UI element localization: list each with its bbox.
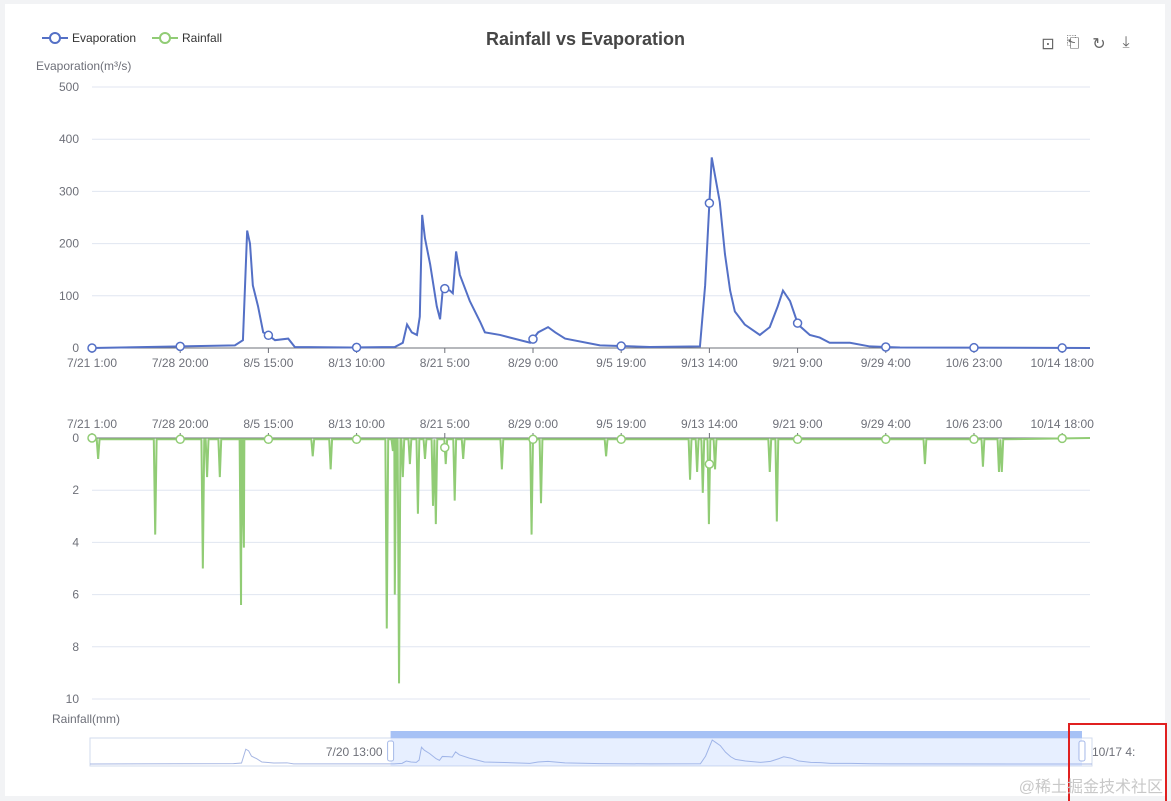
x-tick-label: 8/29 0:00 bbox=[508, 417, 558, 431]
x-tick-label: 9/21 9:00 bbox=[773, 417, 823, 431]
rainfall-point[interactable] bbox=[792, 434, 803, 445]
x-tick-label: 9/29 4:00 bbox=[861, 417, 911, 431]
x-tick-label: 10/6 23:00 bbox=[946, 356, 1003, 370]
x-tick-label: 8/13 10:00 bbox=[328, 356, 385, 370]
x-tick-label: 8/29 0:00 bbox=[508, 356, 558, 370]
restore-icon[interactable]: ↻ bbox=[1092, 36, 1106, 53]
evaporation-point[interactable] bbox=[792, 318, 803, 328]
y-tick-label: 6 bbox=[72, 588, 79, 602]
x-tick-label: 7/28 20:00 bbox=[152, 356, 209, 370]
evaporation-point[interactable] bbox=[616, 341, 626, 351]
x-tick-label: 10/6 23:00 bbox=[946, 417, 1003, 431]
x-tick-label: 8/5 15:00 bbox=[243, 417, 293, 431]
x-tick-label: 9/5 19:00 bbox=[596, 356, 646, 370]
datazoom-end-handle[interactable] bbox=[1078, 740, 1086, 762]
y-tick-label: 200 bbox=[59, 237, 79, 251]
rainfall-point[interactable] bbox=[1057, 433, 1067, 444]
x-tick-label: 8/13 10:00 bbox=[328, 417, 385, 431]
rainfall-point[interactable] bbox=[528, 434, 538, 445]
evaporation-point[interactable] bbox=[87, 343, 97, 353]
x-tick-label: 7/21 1:00 bbox=[67, 356, 117, 370]
legend-line-icon bbox=[42, 32, 68, 44]
x-tick-label: 9/13 14:00 bbox=[681, 417, 738, 431]
y-tick-label: 4 bbox=[72, 535, 79, 549]
rainfall-point[interactable] bbox=[351, 434, 362, 445]
legend-evaporation[interactable]: Evaporation bbox=[42, 31, 136, 45]
y-axis-title: Rainfall(mm) bbox=[52, 712, 120, 726]
x-tick-label: 8/21 5:00 bbox=[420, 356, 470, 370]
x-tick-label: 10/14 18:00 bbox=[1030, 417, 1094, 431]
legend-line-icon bbox=[152, 32, 178, 44]
save-image-icon[interactable]: ⤓ bbox=[1122, 34, 1130, 51]
datazoom-end-label: 10/17 4: bbox=[1092, 745, 1135, 759]
rainfall-point[interactable] bbox=[704, 459, 715, 469]
datazoom-start-handle[interactable] bbox=[387, 740, 395, 762]
rainfall-point[interactable] bbox=[175, 434, 185, 445]
rainfall-point[interactable] bbox=[881, 434, 891, 445]
x-tick-label: 8/5 15:00 bbox=[243, 356, 293, 370]
evaporation-point[interactable] bbox=[704, 198, 715, 208]
x-tick-label: 7/21 1:00 bbox=[67, 417, 117, 431]
y-axis-title: Evaporation(m³/s) bbox=[36, 59, 131, 73]
y-tick-label: 100 bbox=[59, 289, 79, 303]
y-tick-label: 0 bbox=[72, 431, 79, 445]
evaporation-point[interactable] bbox=[881, 342, 891, 352]
evaporation-point[interactable] bbox=[528, 334, 538, 344]
datazoom-start-label: 7/20 13:00 bbox=[326, 745, 383, 759]
evaporation-point[interactable] bbox=[440, 283, 450, 294]
evaporation-point[interactable] bbox=[351, 342, 362, 353]
evaporation-point[interactable] bbox=[1057, 343, 1067, 353]
rainfall-point[interactable] bbox=[969, 434, 979, 445]
data-zoom-icon[interactable]: ⊡ bbox=[1041, 36, 1055, 53]
datazoom-track bbox=[89, 737, 1093, 767]
y-tick-label: 300 bbox=[59, 184, 79, 198]
x-tick-label: 8/21 5:00 bbox=[420, 417, 470, 431]
evaporation-point[interactable] bbox=[263, 330, 274, 341]
y-tick-label: 2 bbox=[72, 483, 79, 497]
legend-rainfall[interactable]: Rainfall bbox=[152, 31, 222, 45]
x-tick-label: 9/5 19:00 bbox=[596, 417, 646, 431]
legend-label: Rainfall bbox=[182, 31, 223, 45]
x-tick-label: 9/13 14:00 bbox=[681, 356, 738, 370]
x-tick-label: 10/14 18:00 bbox=[1030, 356, 1094, 370]
datazoom-move-handle[interactable] bbox=[390, 731, 1082, 738]
y-tick-label: 10 bbox=[66, 692, 80, 706]
x-tick-label: 9/21 9:00 bbox=[773, 356, 823, 370]
y-tick-label: 500 bbox=[59, 80, 79, 94]
rainfall-point[interactable] bbox=[440, 442, 450, 453]
evaporation-point[interactable] bbox=[969, 342, 979, 353]
evaporation-line bbox=[91, 157, 1091, 349]
highlight-box bbox=[1068, 723, 1167, 801]
chart-card bbox=[5, 4, 1165, 796]
y-tick-label: 0 bbox=[72, 341, 79, 355]
x-tick-label: 9/29 4:00 bbox=[861, 356, 911, 370]
rainfall-line bbox=[91, 437, 1091, 684]
rainfall-point[interactable] bbox=[616, 434, 626, 445]
zoom-reset-icon[interactable]: ⎗ bbox=[1066, 34, 1080, 51]
rainfall-point[interactable] bbox=[87, 433, 97, 443]
datazoom-selected-range[interactable] bbox=[390, 738, 1082, 766]
y-tick-label: 8 bbox=[72, 640, 79, 654]
rainfall-point[interactable] bbox=[263, 434, 274, 445]
evaporation-point[interactable] bbox=[175, 341, 185, 352]
y-tick-label: 400 bbox=[59, 132, 79, 146]
chart-title: Rainfall vs Evaporation bbox=[485, 29, 686, 49]
legend-label: Evaporation bbox=[72, 31, 137, 45]
x-tick-label: 7/28 20:00 bbox=[152, 417, 209, 431]
datazoom-preview-line bbox=[89, 739, 1093, 765]
watermark: @稀土掘金技术社区 bbox=[1018, 779, 1163, 796]
